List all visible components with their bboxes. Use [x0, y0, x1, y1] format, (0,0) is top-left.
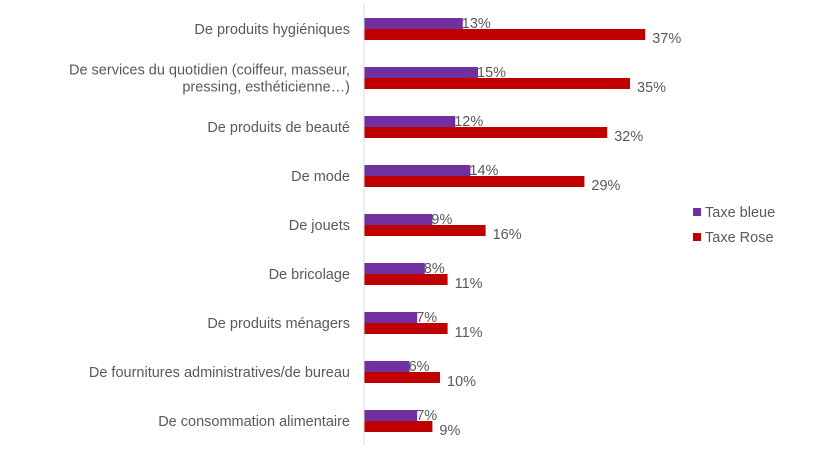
bar-taxe-rose [364, 176, 585, 187]
category-label: De services du quotidien (coiffeur, mass… [69, 63, 350, 96]
data-label: 14% [469, 163, 498, 179]
bar-taxe-rose [364, 127, 608, 138]
data-label: 15% [477, 65, 506, 81]
category-label: De produits ménagers [207, 316, 350, 332]
data-label: 16% [493, 227, 522, 243]
data-label: 37% [652, 31, 681, 47]
category-label: De fournitures administratives/de bureau [89, 365, 350, 381]
legend: Taxe bleue Taxe Rose [693, 205, 775, 246]
labels-group: De produits hygiéniques 13% 37% De services… [69, 16, 681, 439]
data-label: 35% [637, 80, 666, 96]
data-label: 11% [455, 325, 483, 341]
bar-taxe-rose [364, 274, 448, 285]
data-label: 9% [439, 423, 460, 439]
bar-taxe-bleue [364, 116, 456, 127]
category-label: De bricolage [269, 267, 350, 283]
bar-taxe-rose [364, 421, 433, 432]
bar-taxe-bleue [364, 214, 433, 225]
data-label: 32% [614, 129, 643, 145]
bar-taxe-bleue [364, 165, 471, 176]
bar-taxe-bleue [364, 312, 418, 323]
data-label: 7% [416, 408, 437, 424]
bar-taxe-rose [364, 29, 646, 40]
data-label: 29% [591, 178, 620, 194]
data-label: 6% [409, 359, 430, 375]
bar-taxe-bleue [364, 263, 425, 274]
bar-taxe-rose [364, 225, 486, 236]
bar-taxe-rose [364, 372, 440, 383]
data-label: 13% [462, 16, 491, 32]
data-label: 9% [431, 212, 452, 228]
category-label: De jouets [289, 218, 350, 234]
bar-taxe-bleue [364, 67, 478, 78]
legend-label-taxe-rose: Taxe Rose [705, 230, 774, 246]
legend-swatch-taxe-rose [693, 233, 701, 241]
bar-taxe-bleue [364, 18, 463, 29]
bar-taxe-bleue [364, 361, 410, 372]
data-label: 7% [416, 310, 437, 326]
category-label: De produits hygiéniques [194, 22, 350, 38]
bar-taxe-rose [364, 78, 630, 89]
bars-group [364, 18, 646, 432]
category-label: De mode [291, 169, 350, 185]
legend-label-taxe-bleue: Taxe bleue [705, 205, 775, 221]
bar-taxe-bleue [364, 410, 418, 421]
data-label: 10% [447, 374, 476, 390]
legend-swatch-taxe-bleue [693, 208, 701, 216]
bar-taxe-rose [364, 323, 448, 334]
category-label: De consommation alimentaire [158, 414, 350, 430]
data-label: 12% [454, 114, 483, 130]
data-label: 11% [455, 276, 483, 292]
data-label: 8% [424, 261, 445, 277]
category-label: De produits de beauté [207, 120, 350, 136]
